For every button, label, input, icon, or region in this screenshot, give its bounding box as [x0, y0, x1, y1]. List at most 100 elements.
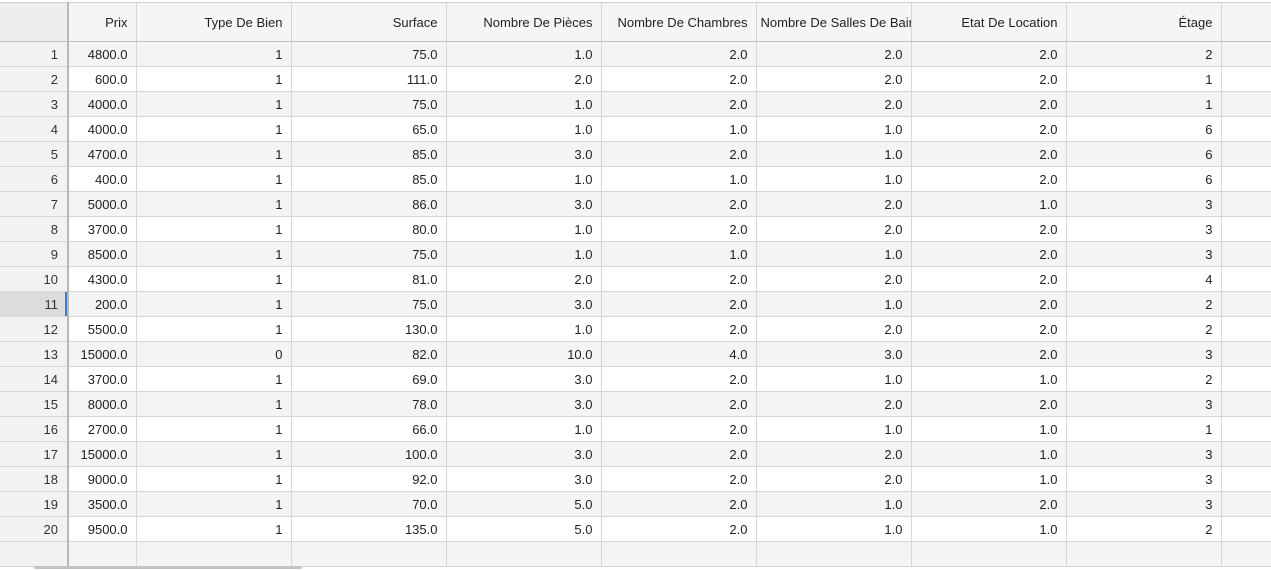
- cell-nombre-de-chambres[interactable]: 2.0: [601, 516, 757, 542]
- cell-prix[interactable]: 8000.0: [68, 391, 137, 417]
- cell-etage[interactable]: 1: [1066, 66, 1222, 92]
- corner-cell[interactable]: [0, 2, 69, 42]
- cell-type-de-bien[interactable]: 1: [136, 66, 292, 92]
- cell-type-de-bien[interactable]: 1: [136, 216, 292, 242]
- row-header[interactable]: 12: [0, 316, 69, 342]
- table-row[interactable]: 8 3700.0 1 80.0 1.0 2.0 2.0 2.0 3: [0, 216, 1271, 242]
- row-header[interactable]: 14: [0, 366, 69, 392]
- cell-etat-de-location[interactable]: 1.0: [911, 416, 1067, 442]
- cell-prix[interactable]: 400.0: [68, 166, 137, 192]
- cell-prix[interactable]: 4800.0: [68, 41, 137, 67]
- cell-etat-de-location[interactable]: 1.0: [911, 366, 1067, 392]
- row-header[interactable]: 3: [0, 91, 69, 117]
- cell-prix[interactable]: 3700.0: [68, 366, 137, 392]
- cell-nombre-de-chambres[interactable]: 1.0: [601, 166, 757, 192]
- cell-prix[interactable]: 9000.0: [68, 466, 137, 492]
- cell-surface[interactable]: 75.0: [291, 41, 447, 67]
- table-row[interactable]: 12 5500.0 1 130.0 1.0 2.0 2.0 2.0 2: [0, 316, 1271, 342]
- cell-nombre-de-chambres[interactable]: 2.0: [601, 391, 757, 417]
- cell-nombre-de-salles-de-bain[interactable]: 2.0: [756, 441, 912, 467]
- cell-nombre-de-salles-de-bain[interactable]: 2.0: [756, 191, 912, 217]
- cell-surface[interactable]: 81.0: [291, 266, 447, 292]
- cell-nombre-de-pieces[interactable]: 3.0: [446, 391, 602, 417]
- cell-surface[interactable]: 78.0: [291, 391, 447, 417]
- cell-type-de-bien[interactable]: 1: [136, 91, 292, 117]
- cell-nombre-de-salles-de-bain[interactable]: 3.0: [756, 341, 912, 367]
- cell-prix[interactable]: 4300.0: [68, 266, 137, 292]
- cell-prix[interactable]: 600.0: [68, 66, 137, 92]
- table-row[interactable]: 2 600.0 1 111.0 2.0 2.0 2.0 2.0 1: [0, 66, 1271, 92]
- table-row[interactable]: 6 400.0 1 85.0 1.0 1.0 1.0 2.0 6: [0, 166, 1271, 192]
- cell-etat-de-location[interactable]: 2.0: [911, 491, 1067, 517]
- cell-surface[interactable]: 111.0: [291, 66, 447, 92]
- cell-surface[interactable]: 85.0: [291, 141, 447, 167]
- cell-nombre-de-chambres[interactable]: 1.0: [601, 116, 757, 142]
- cell-nombre-de-chambres[interactable]: 2.0: [601, 216, 757, 242]
- cell-type-de-bien[interactable]: 1: [136, 416, 292, 442]
- cell-surface[interactable]: 80.0: [291, 216, 447, 242]
- cell-nombre-de-pieces[interactable]: 1.0: [446, 116, 602, 142]
- cell-nombre-de-chambres[interactable]: 2.0: [601, 366, 757, 392]
- cell-etat-de-location[interactable]: 2.0: [911, 316, 1067, 342]
- cell-etat-de-location[interactable]: 1.0: [911, 466, 1067, 492]
- cell-etage[interactable]: 6: [1066, 141, 1222, 167]
- cell-prix[interactable]: 2700.0: [68, 416, 137, 442]
- cell-prix[interactable]: 3700.0: [68, 216, 137, 242]
- cell-nombre-de-pieces[interactable]: 1.0: [446, 241, 602, 267]
- cell-nombre-de-chambres[interactable]: 2.0: [601, 41, 757, 67]
- cell-surface[interactable]: 75.0: [291, 291, 447, 317]
- cell-etat-de-location[interactable]: 2.0: [911, 391, 1067, 417]
- cell-nombre-de-salles-de-bain[interactable]: 1.0: [756, 116, 912, 142]
- table-row[interactable]: 15 8000.0 1 78.0 3.0 2.0 2.0 2.0 3: [0, 391, 1271, 417]
- cell-type-de-bien[interactable]: 1: [136, 466, 292, 492]
- cell-etat-de-location[interactable]: 2.0: [911, 66, 1067, 92]
- cell-etage[interactable]: 3: [1066, 241, 1222, 267]
- cell-surface[interactable]: 75.0: [291, 91, 447, 117]
- cell-etage[interactable]: 1: [1066, 416, 1222, 442]
- column-header-nombre-de-chambres[interactable]: Nombre De Chambres: [601, 2, 757, 42]
- cell-etage[interactable]: 4: [1066, 266, 1222, 292]
- cell-nombre-de-salles-de-bain[interactable]: 1.0: [756, 166, 912, 192]
- cell-type-de-bien[interactable]: 1: [136, 41, 292, 67]
- cell-prix[interactable]: 5000.0: [68, 191, 137, 217]
- cell-nombre-de-pieces[interactable]: 1.0: [446, 166, 602, 192]
- cell-type-de-bien[interactable]: 1: [136, 166, 292, 192]
- row-header[interactable]: 7: [0, 191, 69, 217]
- cell-prix[interactable]: 8500.0: [68, 241, 137, 267]
- cell-nombre-de-pieces[interactable]: 3.0: [446, 141, 602, 167]
- row-header[interactable]: 19: [0, 491, 69, 517]
- cell-etage[interactable]: 2: [1066, 291, 1222, 317]
- cell-nombre-de-chambres[interactable]: 2.0: [601, 266, 757, 292]
- cell-type-de-bien[interactable]: 1: [136, 391, 292, 417]
- cell-surface[interactable]: 75.0: [291, 241, 447, 267]
- horizontal-scrollbar[interactable]: [34, 566, 302, 569]
- cell-nombre-de-salles-de-bain[interactable]: 2.0: [756, 41, 912, 67]
- cell-nombre-de-chambres[interactable]: 2.0: [601, 191, 757, 217]
- cell-type-de-bien[interactable]: 0: [136, 341, 292, 367]
- cell-etage[interactable]: 6: [1066, 116, 1222, 142]
- cell-nombre-de-salles-de-bain[interactable]: 2.0: [756, 91, 912, 117]
- cell-nombre-de-chambres[interactable]: 2.0: [601, 291, 757, 317]
- cell-etage[interactable]: 2: [1066, 516, 1222, 542]
- cell-nombre-de-salles-de-bain[interactable]: 2.0: [756, 391, 912, 417]
- row-header[interactable]: 20: [0, 516, 69, 542]
- cell-type-de-bien[interactable]: 1: [136, 491, 292, 517]
- cell-nombre-de-chambres[interactable]: 2.0: [601, 416, 757, 442]
- cell-etat-de-location[interactable]: 2.0: [911, 341, 1067, 367]
- cell-etage[interactable]: 3: [1066, 441, 1222, 467]
- row-header[interactable]: 11: [0, 291, 69, 317]
- column-header-etage[interactable]: Étage: [1066, 2, 1222, 42]
- row-header[interactable]: 15: [0, 391, 69, 417]
- cell-nombre-de-chambres[interactable]: 2.0: [601, 491, 757, 517]
- cell-etat-de-location[interactable]: 2.0: [911, 216, 1067, 242]
- cell-surface[interactable]: 66.0: [291, 416, 447, 442]
- table-row[interactable]: 14 3700.0 1 69.0 3.0 2.0 1.0 1.0 2: [0, 366, 1271, 392]
- cell-type-de-bien[interactable]: 1: [136, 441, 292, 467]
- row-header[interactable]: 13: [0, 341, 69, 367]
- row-header[interactable]: 10: [0, 266, 69, 292]
- row-header[interactable]: 17: [0, 441, 69, 467]
- cell-type-de-bien[interactable]: 1: [136, 266, 292, 292]
- column-header-nombre-de-pieces[interactable]: Nombre De Pièces: [446, 2, 602, 42]
- cell-surface[interactable]: 70.0: [291, 491, 447, 517]
- cell-surface[interactable]: 86.0: [291, 191, 447, 217]
